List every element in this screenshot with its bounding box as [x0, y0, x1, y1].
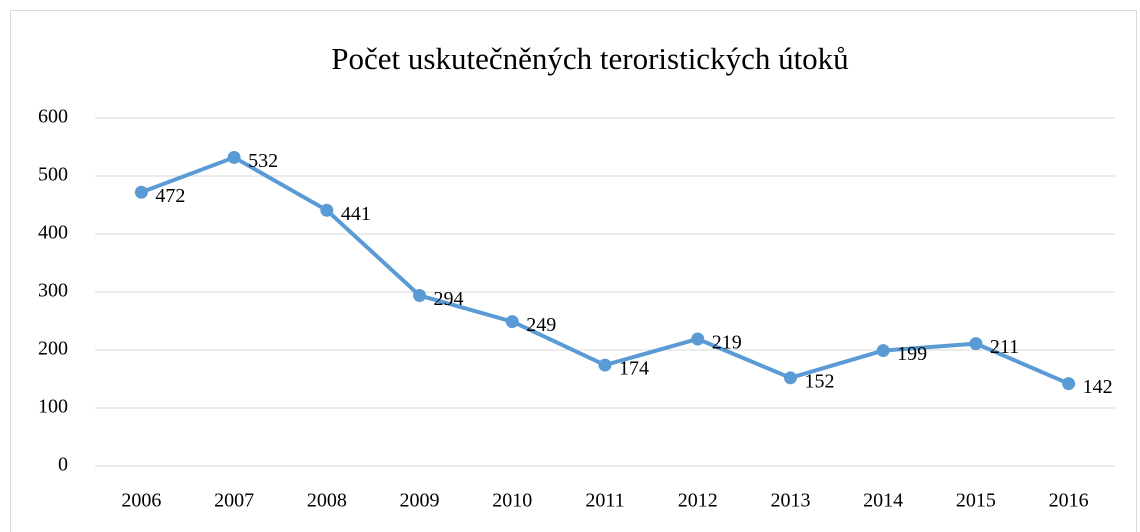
x-tick-label: 2007 [214, 490, 254, 512]
marker [1062, 377, 1076, 391]
x-tick-label: 2010 [492, 490, 532, 512]
x-tick-label: 2014 [863, 490, 903, 512]
x-tick-label: 2013 [770, 490, 810, 512]
x-tick-label: 2011 [585, 490, 624, 512]
chart-border [10, 10, 1137, 532]
y-tick-label: 300 [38, 280, 68, 302]
data-label: 294 [434, 288, 464, 310]
marker [320, 203, 334, 217]
x-tick-label: 2016 [1049, 490, 1089, 512]
x-tick-label: 2009 [400, 490, 440, 512]
marker [227, 150, 241, 164]
y-tick-label: 600 [38, 106, 68, 128]
data-label: 211 [990, 336, 1019, 358]
data-label: 142 [1083, 376, 1113, 398]
data-label: 472 [155, 185, 185, 207]
data-label: 249 [526, 314, 556, 336]
data-label: 532 [248, 150, 278, 172]
marker [413, 288, 427, 302]
data-label: 441 [341, 203, 371, 225]
y-tick-label: 500 [38, 164, 68, 186]
data-label: 219 [712, 332, 742, 354]
y-tick-label: 400 [38, 222, 68, 244]
chart-title: Počet uskutečněných teroristických útoků [331, 41, 848, 76]
marker [876, 344, 890, 358]
data-label: 152 [804, 370, 834, 392]
marker [691, 332, 705, 346]
y-tick-label: 200 [38, 338, 68, 360]
marker [783, 371, 797, 385]
marker [598, 358, 612, 372]
data-label: 174 [619, 358, 649, 380]
marker [134, 185, 148, 199]
data-label: 199 [897, 343, 927, 365]
y-tick-label: 100 [38, 396, 68, 418]
x-tick-label: 2015 [956, 490, 996, 512]
x-tick-label: 2008 [307, 490, 347, 512]
marker [505, 315, 519, 329]
x-tick-label: 2012 [678, 490, 718, 512]
y-tick-label: 0 [58, 454, 68, 476]
x-tick-label: 2006 [121, 490, 161, 512]
marker [969, 337, 983, 351]
